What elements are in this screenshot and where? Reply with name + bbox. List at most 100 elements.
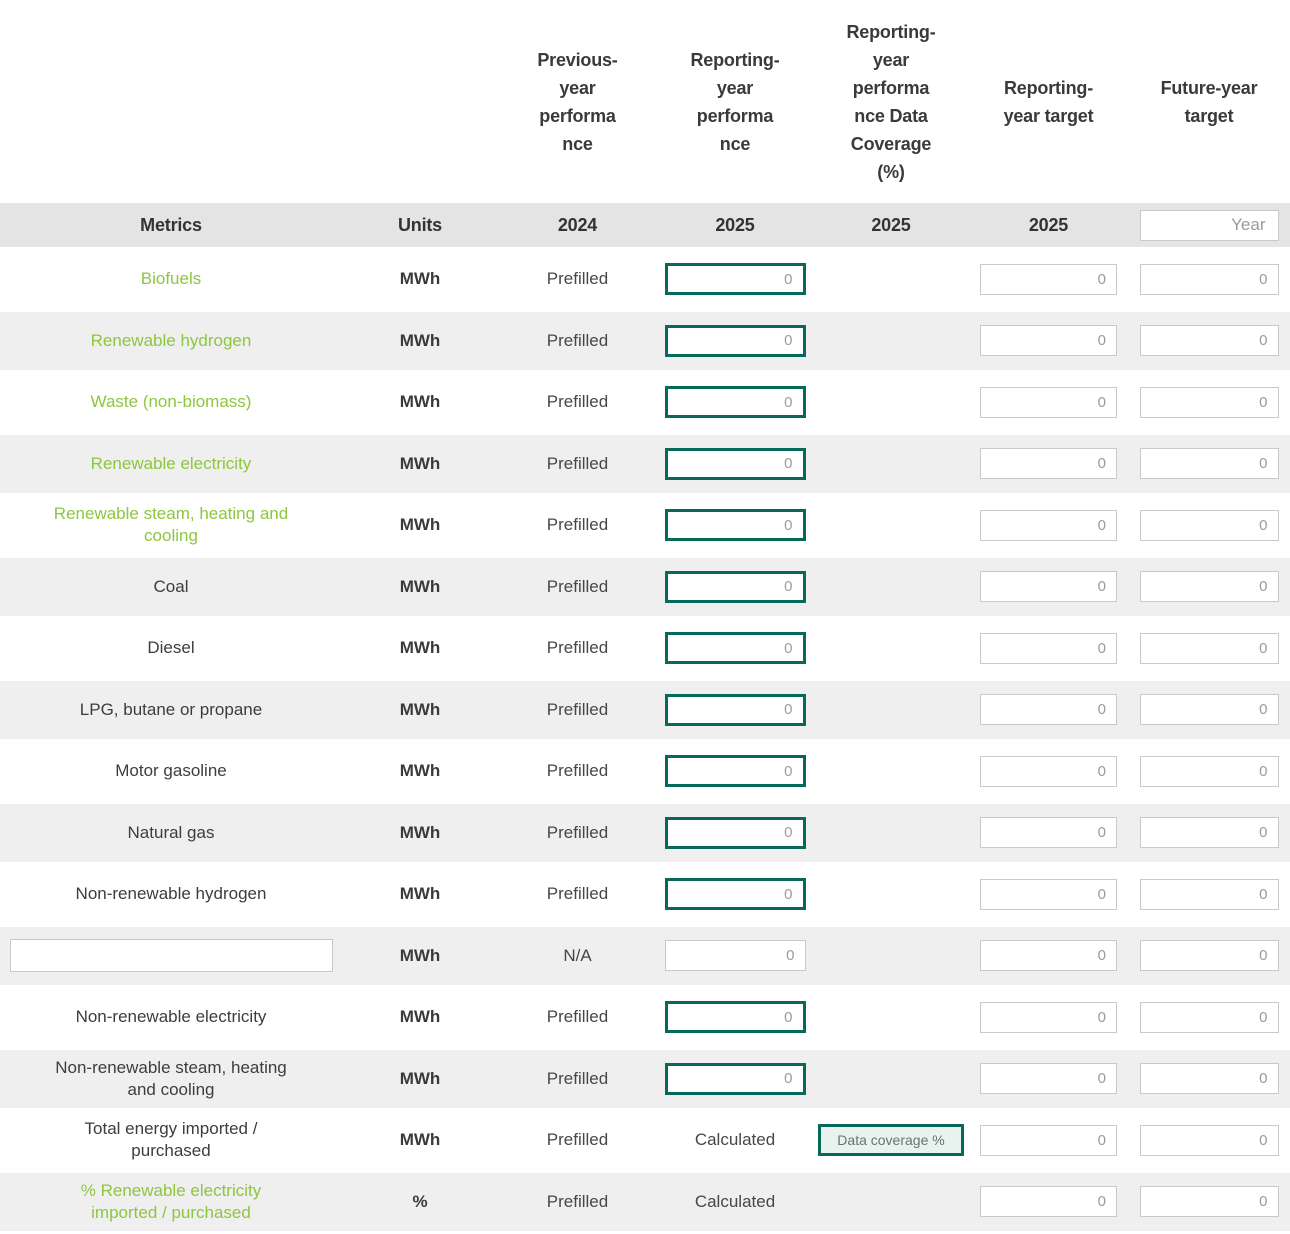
future-target-input[interactable] bbox=[1139, 817, 1279, 849]
metric-label: Total energy imported / purchased bbox=[84, 1119, 258, 1161]
reporting-performance-input[interactable] bbox=[664, 878, 806, 911]
reporting-performance-input[interactable] bbox=[664, 386, 806, 419]
reporting-performance-value: Calculated bbox=[694, 1130, 776, 1150]
subheader-previous-year: 2024 bbox=[557, 214, 598, 235]
future-target-input[interactable] bbox=[1139, 1124, 1279, 1156]
table-row: Motor gasoline MWh Prefilled bbox=[0, 742, 1290, 801]
metric-label: Non-renewable electricity bbox=[75, 1007, 267, 1027]
reporting-performance-input[interactable] bbox=[664, 263, 806, 296]
previous-performance-value: Prefilled bbox=[546, 1068, 609, 1088]
units-label: MWh bbox=[399, 1007, 441, 1027]
reporting-performance-input[interactable] bbox=[664, 509, 806, 542]
previous-performance-value: Prefilled bbox=[546, 822, 609, 842]
units-label: MWh bbox=[399, 330, 441, 350]
future-target-input[interactable] bbox=[1139, 1063, 1279, 1095]
units-label: MWh bbox=[399, 699, 441, 719]
future-target-input[interactable] bbox=[1139, 694, 1279, 726]
table-row: % Renewable electricity imported / purch… bbox=[0, 1172, 1290, 1231]
metric-label: Waste (non-biomass) bbox=[90, 392, 252, 412]
reporting-performance-input[interactable] bbox=[664, 324, 806, 357]
reporting-target-input[interactable] bbox=[980, 448, 1117, 480]
metric-label: Diesel bbox=[147, 638, 195, 658]
future-target-input[interactable] bbox=[1139, 940, 1279, 972]
reporting-target-input[interactable] bbox=[980, 263, 1117, 295]
column-header-row: Previous- year performa nce Reporting- y… bbox=[0, 0, 1290, 203]
reporting-target-input[interactable] bbox=[980, 1124, 1117, 1156]
reporting-target-input[interactable] bbox=[980, 1063, 1117, 1095]
reporting-performance-input[interactable] bbox=[664, 693, 806, 726]
future-target-input[interactable] bbox=[1139, 1186, 1279, 1218]
units-label: MWh bbox=[399, 822, 441, 842]
previous-performance-value: Prefilled bbox=[546, 1130, 609, 1150]
future-year-input[interactable] bbox=[1139, 209, 1279, 241]
metric-label: Non-renewable hydrogen bbox=[75, 884, 267, 904]
table-body: Biofuels MWh Prefilled Renewable hydrogen MW… bbox=[0, 250, 1290, 1231]
reporting-target-input[interactable] bbox=[980, 755, 1117, 787]
future-target-input[interactable] bbox=[1139, 1001, 1279, 1033]
reporting-target-input[interactable] bbox=[980, 571, 1117, 603]
table-row: Natural gas MWh Prefilled bbox=[0, 803, 1290, 862]
reporting-target-input[interactable] bbox=[980, 694, 1117, 726]
table-row: Renewable steam, heating and cooling MWh P… bbox=[0, 496, 1290, 555]
future-target-input[interactable] bbox=[1139, 263, 1279, 295]
future-target-input[interactable] bbox=[1139, 386, 1279, 418]
reporting-performance-input[interactable] bbox=[664, 447, 806, 480]
column-header-reporting-year-performance: Reporting- year performa nce bbox=[690, 49, 780, 154]
future-target-input[interactable] bbox=[1139, 448, 1279, 480]
table-row: Biofuels MWh Prefilled bbox=[0, 250, 1290, 309]
future-target-input[interactable] bbox=[1139, 571, 1279, 603]
reporting-performance-input[interactable] bbox=[664, 816, 806, 849]
previous-performance-value: Prefilled bbox=[546, 884, 609, 904]
units-label: MWh bbox=[399, 638, 441, 658]
future-target-input[interactable] bbox=[1139, 325, 1279, 357]
metric-label: Motor gasoline bbox=[115, 761, 227, 781]
future-target-input[interactable] bbox=[1139, 632, 1279, 664]
future-target-input[interactable] bbox=[1139, 878, 1279, 910]
reporting-target-input[interactable] bbox=[980, 325, 1117, 357]
future-target-input[interactable] bbox=[1139, 755, 1279, 787]
previous-performance-value: Prefilled bbox=[546, 330, 609, 350]
previous-performance-value: Prefilled bbox=[546, 1191, 609, 1211]
previous-performance-value: Prefilled bbox=[546, 576, 609, 596]
reporting-performance-input[interactable] bbox=[664, 632, 806, 665]
previous-performance-value: Prefilled bbox=[546, 699, 609, 719]
previous-performance-value: Prefilled bbox=[546, 392, 609, 412]
metric-label: Renewable electricity bbox=[90, 453, 252, 473]
table-row: Waste (non-biomass) MWh Prefilled bbox=[0, 373, 1290, 432]
reporting-target-input[interactable] bbox=[980, 940, 1117, 972]
reporting-target-input[interactable] bbox=[980, 632, 1117, 664]
metric-label: Renewable hydrogen bbox=[90, 330, 252, 350]
table-row: Non-renewable hydrogen MWh Prefilled bbox=[0, 865, 1290, 924]
units-label: MWh bbox=[399, 1130, 441, 1150]
subheader-coverage-year: 2025 bbox=[871, 214, 911, 235]
reporting-target-input[interactable] bbox=[980, 386, 1117, 418]
reporting-target-input[interactable] bbox=[980, 1001, 1117, 1033]
reporting-target-input[interactable] bbox=[980, 817, 1117, 849]
reporting-target-input[interactable] bbox=[980, 1186, 1117, 1218]
table-row: MWh N/A bbox=[0, 926, 1290, 985]
subheader-reporting-year: 2025 bbox=[715, 214, 755, 235]
units-label: MWh bbox=[399, 884, 441, 904]
table-row: Renewable hydrogen MWh Prefilled bbox=[0, 311, 1290, 370]
metric-label: Renewable steam, heating and cooling bbox=[53, 504, 289, 546]
reporting-performance-input[interactable] bbox=[664, 1001, 806, 1034]
metric-label: LPG, butane or propane bbox=[79, 699, 263, 719]
reporting-target-input[interactable] bbox=[980, 509, 1117, 541]
metric-label: Non-renewable steam, heating and cooling bbox=[55, 1057, 287, 1099]
subheader-target-year: 2025 bbox=[1028, 214, 1069, 235]
previous-performance-value: Prefilled bbox=[546, 638, 609, 658]
subheader-metrics: Metrics bbox=[140, 214, 202, 235]
table-row: Non-renewable electricity MWh Prefilled bbox=[0, 988, 1290, 1047]
data-coverage-button[interactable]: Data coverage % bbox=[818, 1124, 964, 1157]
future-target-input[interactable] bbox=[1139, 509, 1279, 541]
metric-label: Natural gas bbox=[127, 822, 215, 842]
reporting-performance-input[interactable] bbox=[664, 940, 806, 972]
units-label: MWh bbox=[399, 453, 441, 473]
reporting-performance-input[interactable] bbox=[664, 1062, 806, 1095]
reporting-performance-input[interactable] bbox=[664, 570, 806, 603]
previous-performance-value: Prefilled bbox=[546, 453, 609, 473]
reporting-performance-input[interactable] bbox=[664, 755, 806, 788]
reporting-target-input[interactable] bbox=[980, 878, 1117, 910]
metric-name-input[interactable] bbox=[9, 939, 333, 973]
